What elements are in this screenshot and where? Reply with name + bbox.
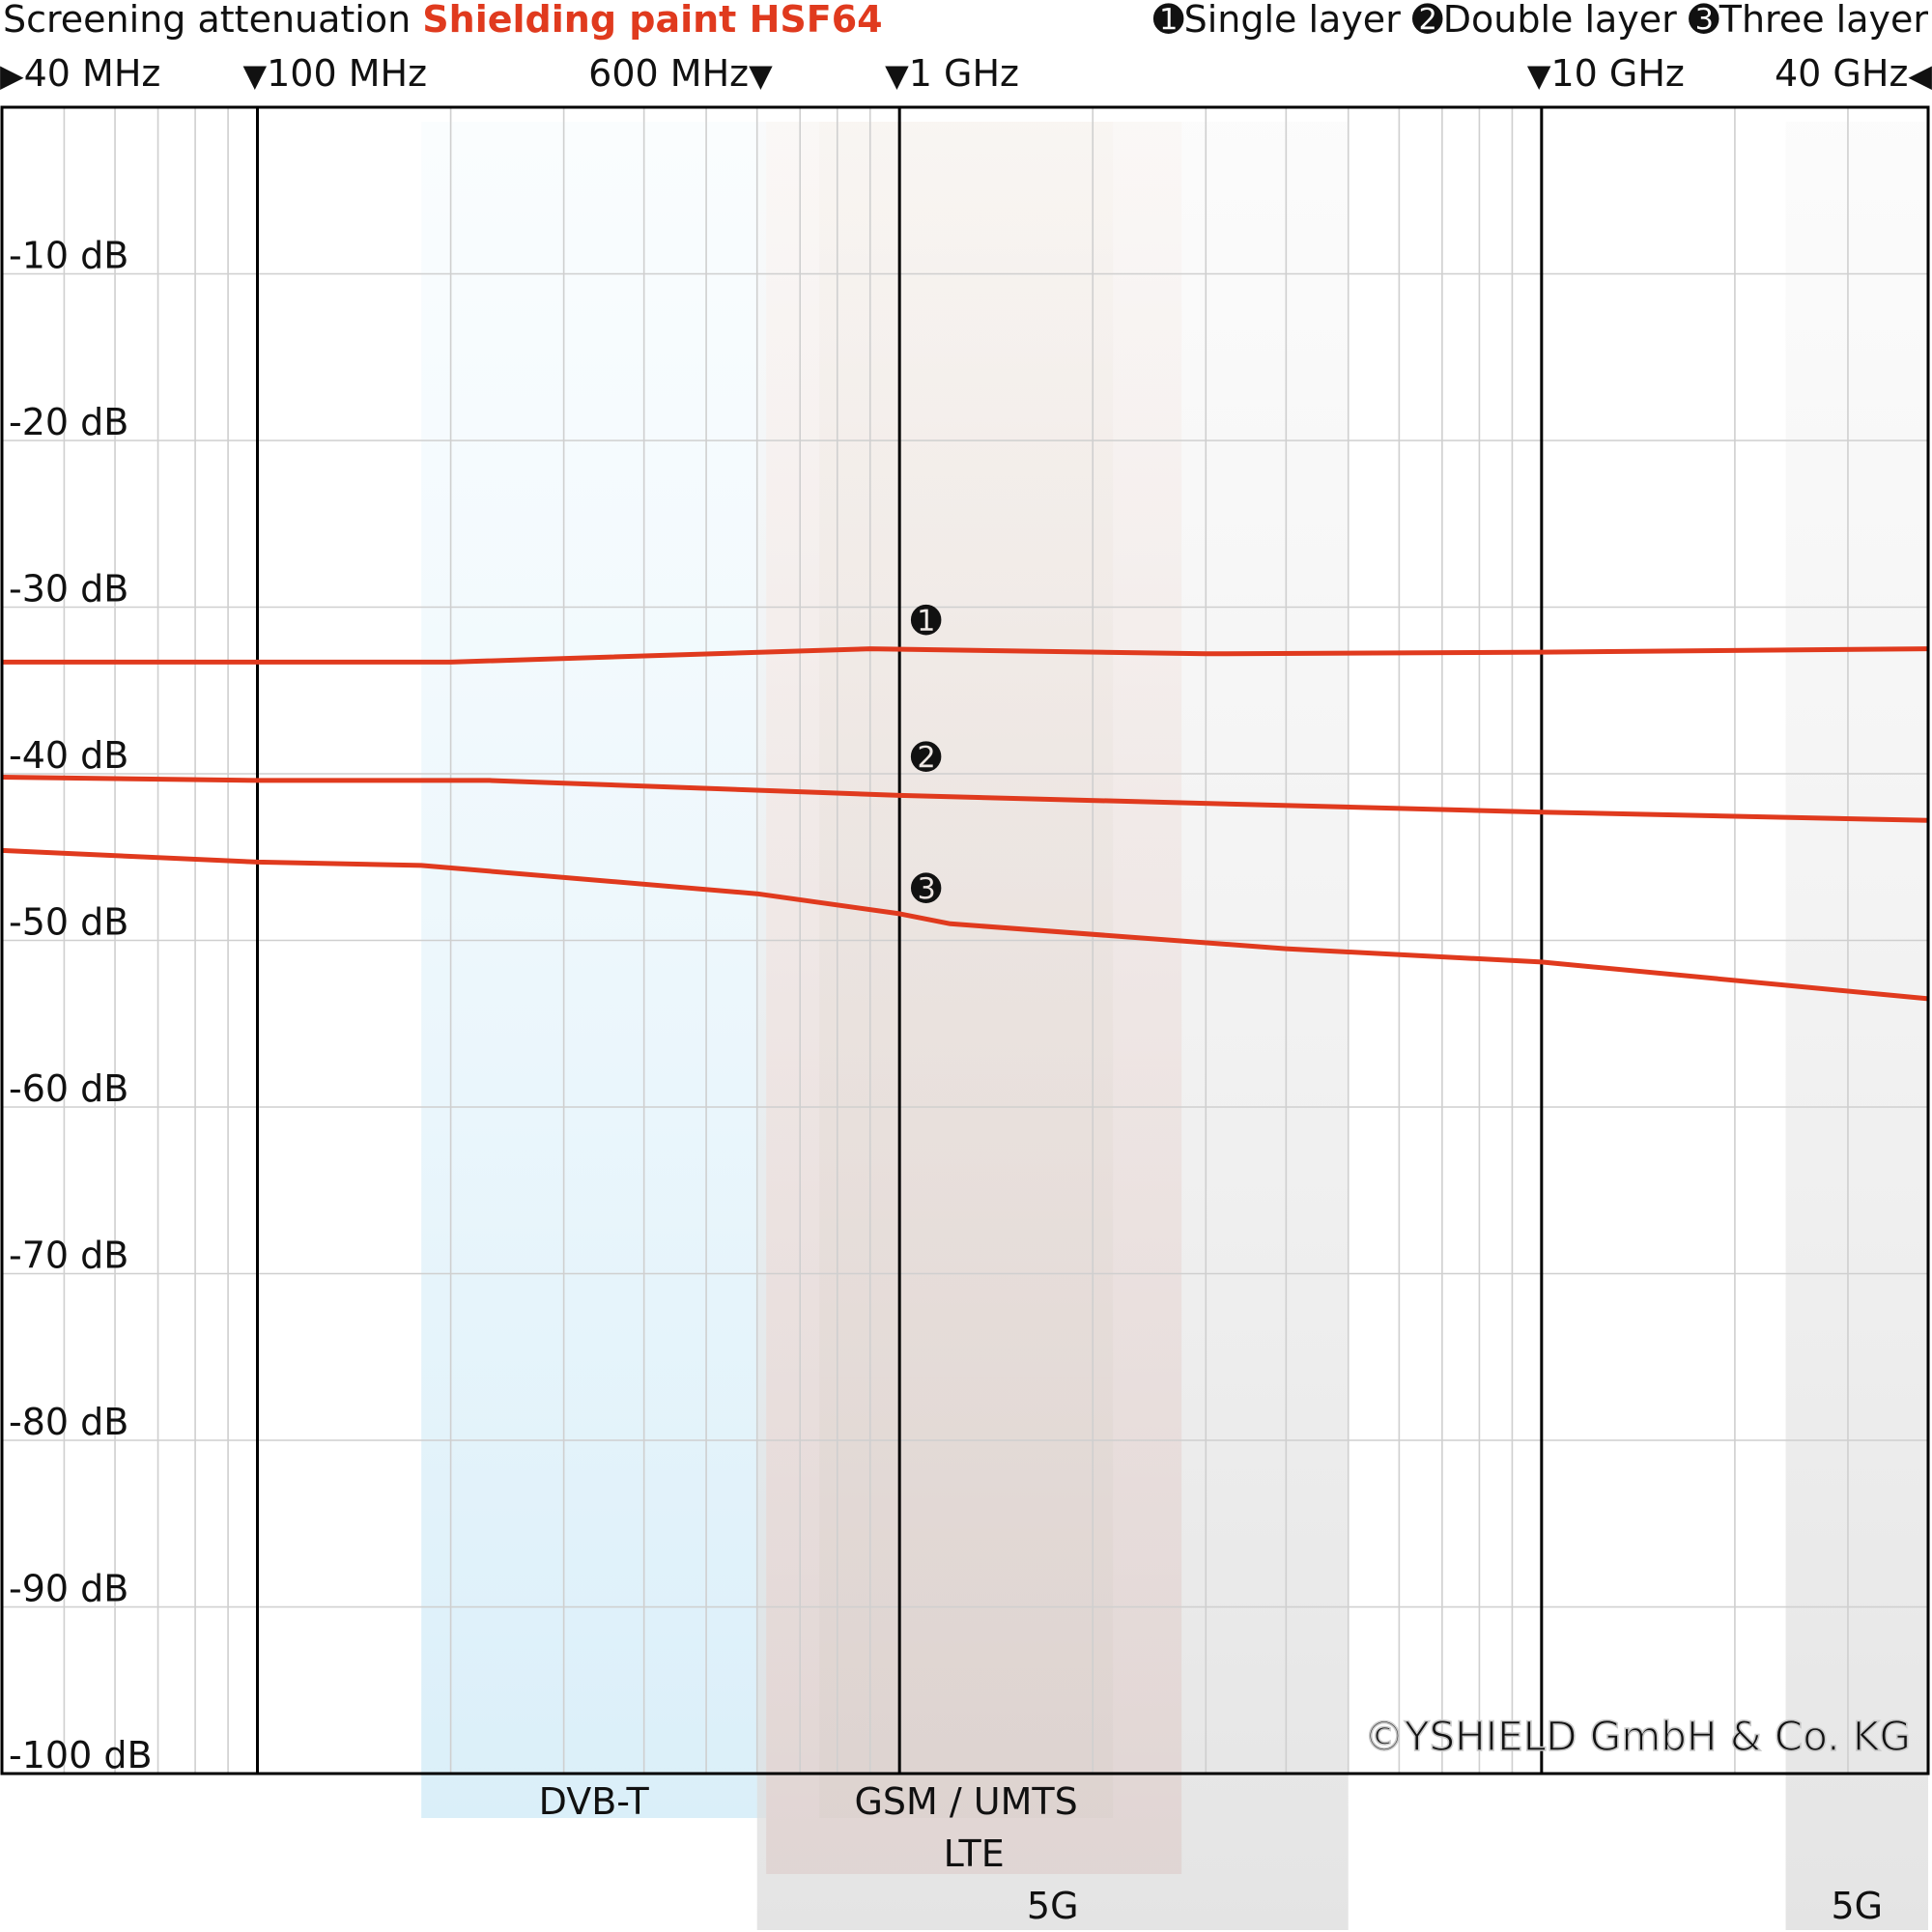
plot-frame <box>0 105 1930 1776</box>
series-marker: ➋ <box>911 736 942 779</box>
series-marker: ➌ <box>911 867 942 910</box>
x-marker-label: ▼100 MHz <box>242 52 427 95</box>
y-tick-label: -70 dB <box>9 1235 128 1277</box>
x-marker-text: 1 GHz <box>909 52 1019 95</box>
y-tick-label: -80 dB <box>9 1401 128 1443</box>
band-label: LTE <box>944 1833 1005 1875</box>
y-tick-label: -50 dB <box>9 901 128 944</box>
series-marker: ➊ <box>911 599 942 641</box>
y-axis-ticks: -10 dB -20 dB -30 dB -40 dB -50 dB -60 dB -70 … <box>9 235 153 1777</box>
legend-marker: ➊ <box>1153 0 1184 41</box>
title-text: Screening attenuation <box>3 0 411 41</box>
y-tick-label: -90 dB <box>9 1568 128 1610</box>
legend-label: Single layer <box>1184 0 1402 41</box>
y-tick-label: -20 dB <box>9 401 128 443</box>
x-marker-label: ▶40 MHz <box>0 52 160 95</box>
legend-marker: ➋ <box>1401 0 1443 41</box>
band-label: GSM / UMTS <box>854 1780 1077 1823</box>
y-tick-label: -100 dB <box>9 1734 153 1776</box>
x-marker-arrow: ◀ <box>1908 57 1932 94</box>
frequency-bands <box>421 122 1928 1930</box>
y-tick-label: -40 dB <box>9 734 128 777</box>
x-marker-arrow: ▼ <box>1527 57 1551 94</box>
band-label: DVB-T <box>539 1780 650 1823</box>
x-marker-arrow: ▼ <box>242 57 267 94</box>
chart-title: Screening attenuation Shielding paint HS… <box>3 0 883 41</box>
series-line-three-layer <box>1 847 1929 1002</box>
y-tick-label: -30 dB <box>9 568 128 611</box>
legend-label: Three layer <box>1719 0 1929 41</box>
chart-header: Screening attenuation Shielding paint HS… <box>3 0 1928 41</box>
y-tick-label: -10 dB <box>9 235 128 277</box>
x-marker-text: 40 GHz <box>1775 52 1908 95</box>
x-marker-arrow: ▶ <box>0 57 24 94</box>
x-marker-arrow: ▼ <box>749 57 773 94</box>
legend: ➊Single layer ➋Double layer ➌Three layer <box>1153 0 1929 41</box>
x-marker-text: 100 MHz <box>267 52 427 95</box>
watermark-layer: ©YSHIELD GmbH & Co. KG <box>1363 1712 1912 1761</box>
x-marker-text: 600 MHz <box>588 52 749 95</box>
x-marker-label: 600 MHz▼ <box>588 52 773 95</box>
subtitle-text: Shielding paint HSF64 <box>422 0 882 41</box>
band-5g-4 <box>1785 122 1928 1930</box>
x-marker-arrow: ▼ <box>885 57 909 94</box>
watermark: ©YSHIELD GmbH & Co. KG <box>1364 1713 1911 1760</box>
grid <box>2 107 1928 1774</box>
x-marker-text: 40 MHz <box>24 52 161 95</box>
y-tick-label: -60 dB <box>9 1067 128 1110</box>
legend-label: Double layer <box>1443 0 1677 41</box>
series-line-single-layer <box>2 646 1929 665</box>
x-marker-label: ▼1 GHz <box>885 52 1019 95</box>
band-label: 5G <box>1027 1885 1079 1927</box>
band-5g-3 <box>756 122 1349 1930</box>
series-line-double-layer <box>1 775 1929 823</box>
legend-text: ➊Single layer ➋Double layer ➌Three layer <box>1153 0 1929 41</box>
series-lines: ➊ ➋ ➌ <box>1 599 1929 1002</box>
band-label: 5G <box>1831 1885 1883 1927</box>
x-marker-label: ▼10 GHz <box>1527 52 1685 95</box>
x-axis-markers: ▶40 MHz ▼100 MHz 600 MHz▼ ▼1 GHz ▼10 GHz 40 G… <box>0 52 1932 95</box>
band-dvb-t-0 <box>421 122 767 1818</box>
legend-marker: ➌ <box>1677 0 1719 41</box>
band-labels: DVB-T GSM / UMTS LTE 5G 5G <box>539 1780 1883 1927</box>
x-marker-text: 10 GHz <box>1550 52 1684 95</box>
x-marker-label: 40 GHz◀ <box>1775 52 1932 95</box>
